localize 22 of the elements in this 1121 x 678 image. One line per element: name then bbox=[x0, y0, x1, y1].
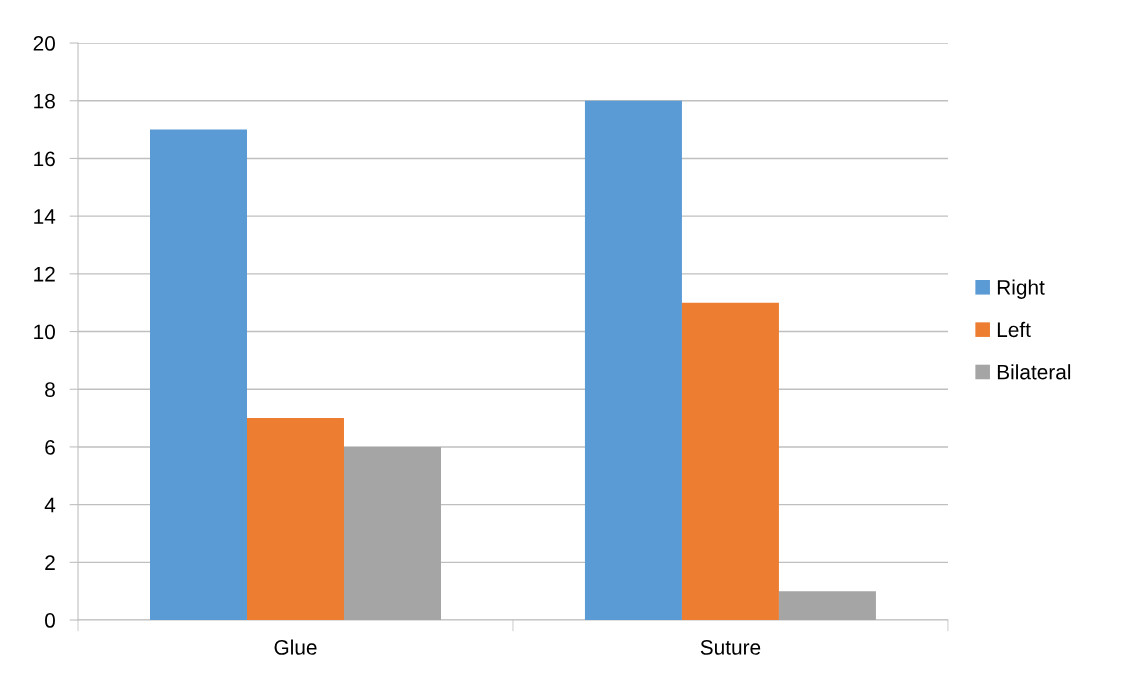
y-tick-label: 6 bbox=[45, 439, 55, 455]
y-tick-label: 20 bbox=[33, 36, 55, 51]
bar bbox=[343, 446, 441, 621]
y-tick-label: 2 bbox=[45, 555, 55, 570]
x-tick-label: Glue bbox=[274, 639, 317, 655]
bar bbox=[247, 418, 344, 621]
legend-label: Right bbox=[997, 279, 1045, 299]
bar bbox=[584, 100, 682, 621]
bar bbox=[150, 129, 247, 621]
legend-label: Bilateral bbox=[997, 364, 1071, 380]
y-tick-label: 18 bbox=[34, 93, 55, 109]
y-tick-label: 16 bbox=[34, 151, 55, 167]
legend-label: Left bbox=[997, 321, 1031, 338]
y-tick-label: 8 bbox=[45, 382, 55, 397]
bar bbox=[681, 302, 779, 621]
y-tick-label: 12 bbox=[34, 266, 55, 282]
y-tick-label: 4 bbox=[44, 497, 56, 513]
bar bbox=[778, 591, 876, 621]
x-tick-label: Suture bbox=[700, 640, 761, 655]
y-tick-label: 0 bbox=[45, 613, 55, 628]
y-tick-label: 14 bbox=[34, 209, 56, 224]
y-tick-label: 10 bbox=[34, 324, 55, 340]
